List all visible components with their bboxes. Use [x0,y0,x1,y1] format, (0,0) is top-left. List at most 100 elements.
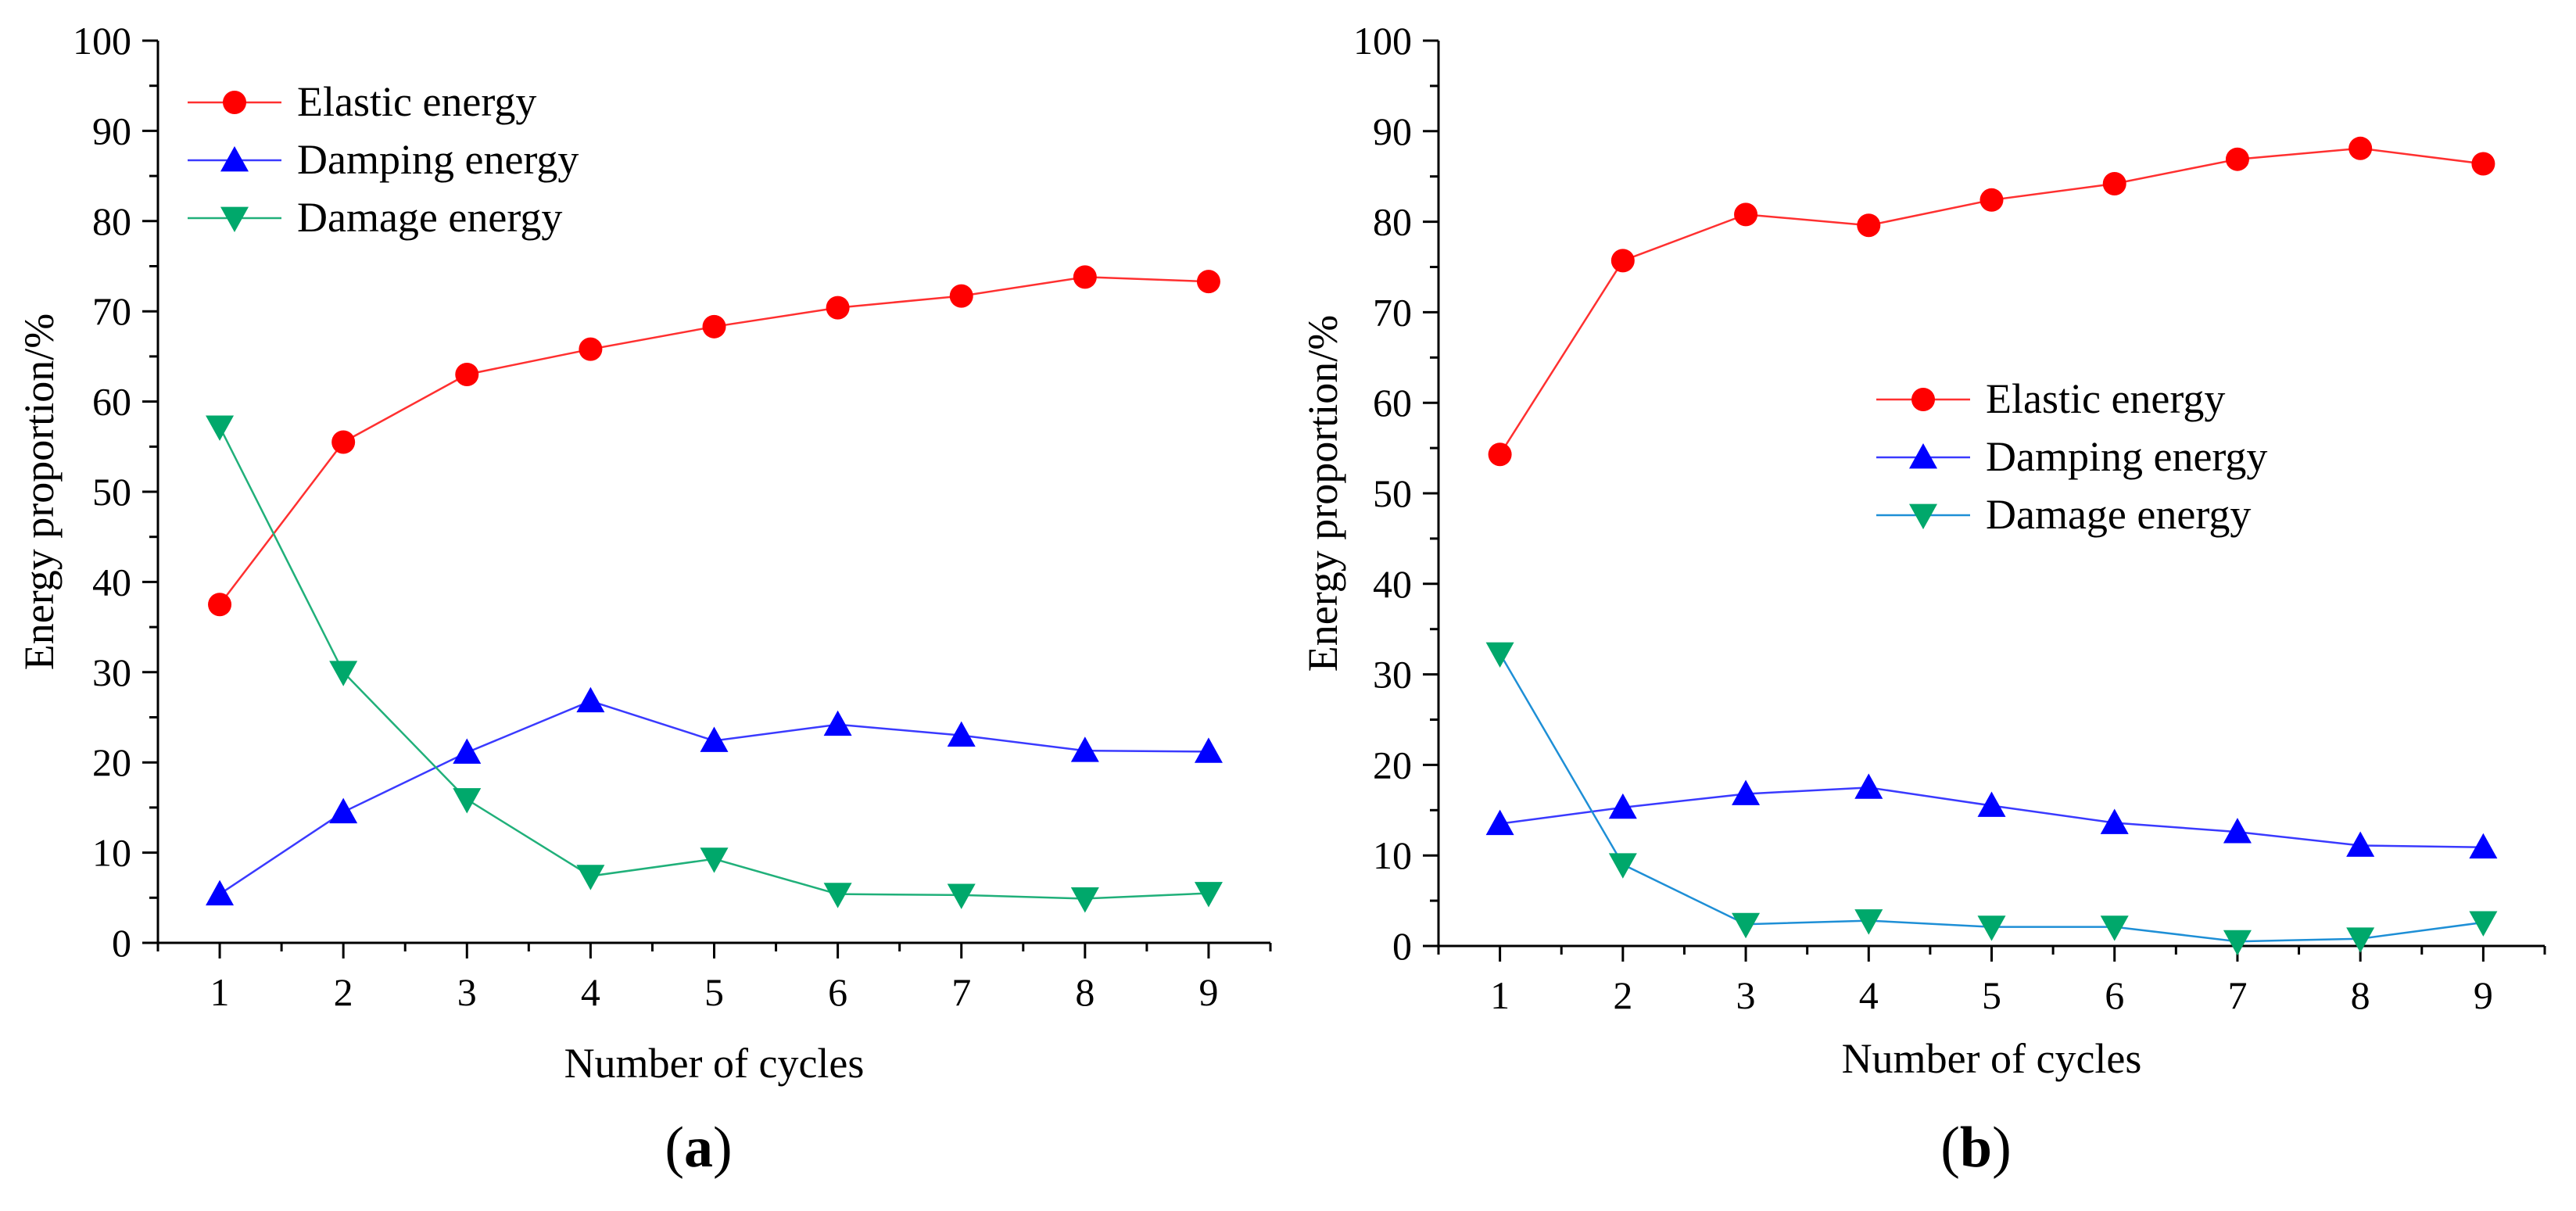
x-axis-title: Number of cycles [564,1040,865,1087]
data-point-1 [2471,152,2495,176]
data-point-1 [1857,213,1881,238]
data-point-3 [2469,911,2498,937]
x-tick-label: 7 [2227,973,2247,1017]
series-line-3 [218,426,1209,900]
y-tick-label: 60 [1373,381,1412,425]
data-point-2 [329,797,358,824]
panel-label: (a) [665,1116,732,1180]
data-point-3 [823,883,852,908]
data-point-3 [576,865,605,890]
data-point-3 [2223,930,2252,956]
x-tick-label: 8 [2351,973,2370,1017]
y-tick-label: 40 [92,560,131,604]
data-point-1 [331,430,356,454]
x-tick-label: 6 [2105,973,2124,1017]
x-tick-label: 4 [1859,973,1879,1017]
y-axis-title: Energy proportion/% [1299,315,1346,672]
data-point-1 [2348,136,2373,160]
data-point-2 [1977,791,2006,817]
data-point-3 [1977,915,2006,941]
x-tick-label: 2 [1613,973,1632,1017]
y-tick-label: 90 [92,109,131,152]
data-point-1 [1488,442,1512,467]
legend-marker [223,91,246,114]
data-point-2 [823,710,852,736]
y-axis-title: Energy proportion/% [16,313,63,670]
data-point-2 [2469,833,2498,859]
data-point-1 [208,593,232,617]
y-tick-label: 30 [1373,653,1412,697]
data-point-3 [2100,915,2129,941]
x-tick-label: 5 [704,970,724,1014]
data-point-1 [1073,265,1097,289]
x-tick-label: 5 [1982,973,2001,1017]
x-tick-label: 9 [1198,970,1218,1014]
data-point-3 [453,788,482,814]
data-point-3 [206,415,235,441]
data-point-1 [949,284,973,308]
data-point-1 [1610,249,1635,273]
x-tick-label: 1 [210,970,230,1014]
x-tick-label: 6 [828,970,847,1014]
y-tick-label: 30 [92,650,131,694]
data-point-2 [2223,818,2252,844]
legend-label: Damage energy [297,194,562,241]
y-tick-label: 50 [1373,471,1412,515]
data-point-2 [2346,831,2375,857]
chart-panel-b: 0 10 20 30 40 50 60 70 80 90 100 1 2 3 4 5 6 7 8 9 Energy pr… [1299,19,2546,1180]
legend-marker [220,206,249,232]
data-point-3 [700,847,729,873]
x-tick-label: 8 [1075,970,1095,1014]
data-point-1 [2225,147,2249,171]
y-tick-label: 80 [1373,200,1412,244]
data-point-1 [455,362,479,386]
y-tick-label: 60 [92,380,131,424]
data-point-2 [1854,773,1883,799]
y-tick-label: 10 [92,831,131,875]
data-point-1 [579,337,603,361]
data-point-3 [1732,912,1761,939]
data-point-3 [2346,927,2375,953]
legend-marker [220,146,249,172]
data-point-2 [576,686,605,713]
legend-marker [1909,443,1937,469]
data-point-2 [2100,808,2129,834]
legend-label: Damping energy [1986,433,2267,480]
data-point-3 [1854,909,1883,935]
y-tick-label: 100 [1353,19,1412,63]
legend-label: Damping energy [297,136,579,183]
data-point-2 [1194,737,1223,763]
y-tick-label: 0 [1392,924,1412,968]
data-point-3 [1194,882,1223,908]
y-tick-label: 0 [112,921,131,965]
legend-label: Elastic energy [297,78,536,125]
y-tick-label: 90 [1373,109,1412,153]
data-point-2 [453,738,482,764]
x-tick-label: 9 [2474,973,2493,1017]
y-tick-label: 100 [73,19,131,63]
y-tick-label: 70 [1373,290,1412,334]
x-tick-label: 1 [1490,973,1510,1017]
y-tick-label: 20 [92,740,131,784]
x-axis-title: Number of cycles [1842,1035,2142,1082]
data-point-2 [700,726,729,752]
chart-panel-a: 0 10 20 30 40 50 60 70 80 90 100 1 2 3 4 5 6 7 8 9 Energy pr… [16,19,1272,1180]
data-point-3 [329,661,358,686]
y-tick-label: 70 [92,289,131,333]
y-tick-label: 10 [1373,833,1412,877]
x-tick-label: 3 [1736,973,1756,1017]
y-tick-label: 40 [1373,562,1412,606]
data-point-2 [1732,779,1761,805]
panel-label: (b) [1940,1116,2011,1180]
legend-label: Damage energy [1986,491,2251,538]
data-point-2 [947,721,976,747]
legend-label: Elastic energy [1986,375,2225,422]
data-point-2 [206,880,235,906]
legend-marker [1909,503,1937,529]
data-point-1 [1734,202,1758,227]
data-point-1 [1979,188,2004,212]
data-point-3 [1608,853,1637,879]
y-tick-label: 20 [1373,743,1412,786]
legend-marker [1911,388,1935,411]
